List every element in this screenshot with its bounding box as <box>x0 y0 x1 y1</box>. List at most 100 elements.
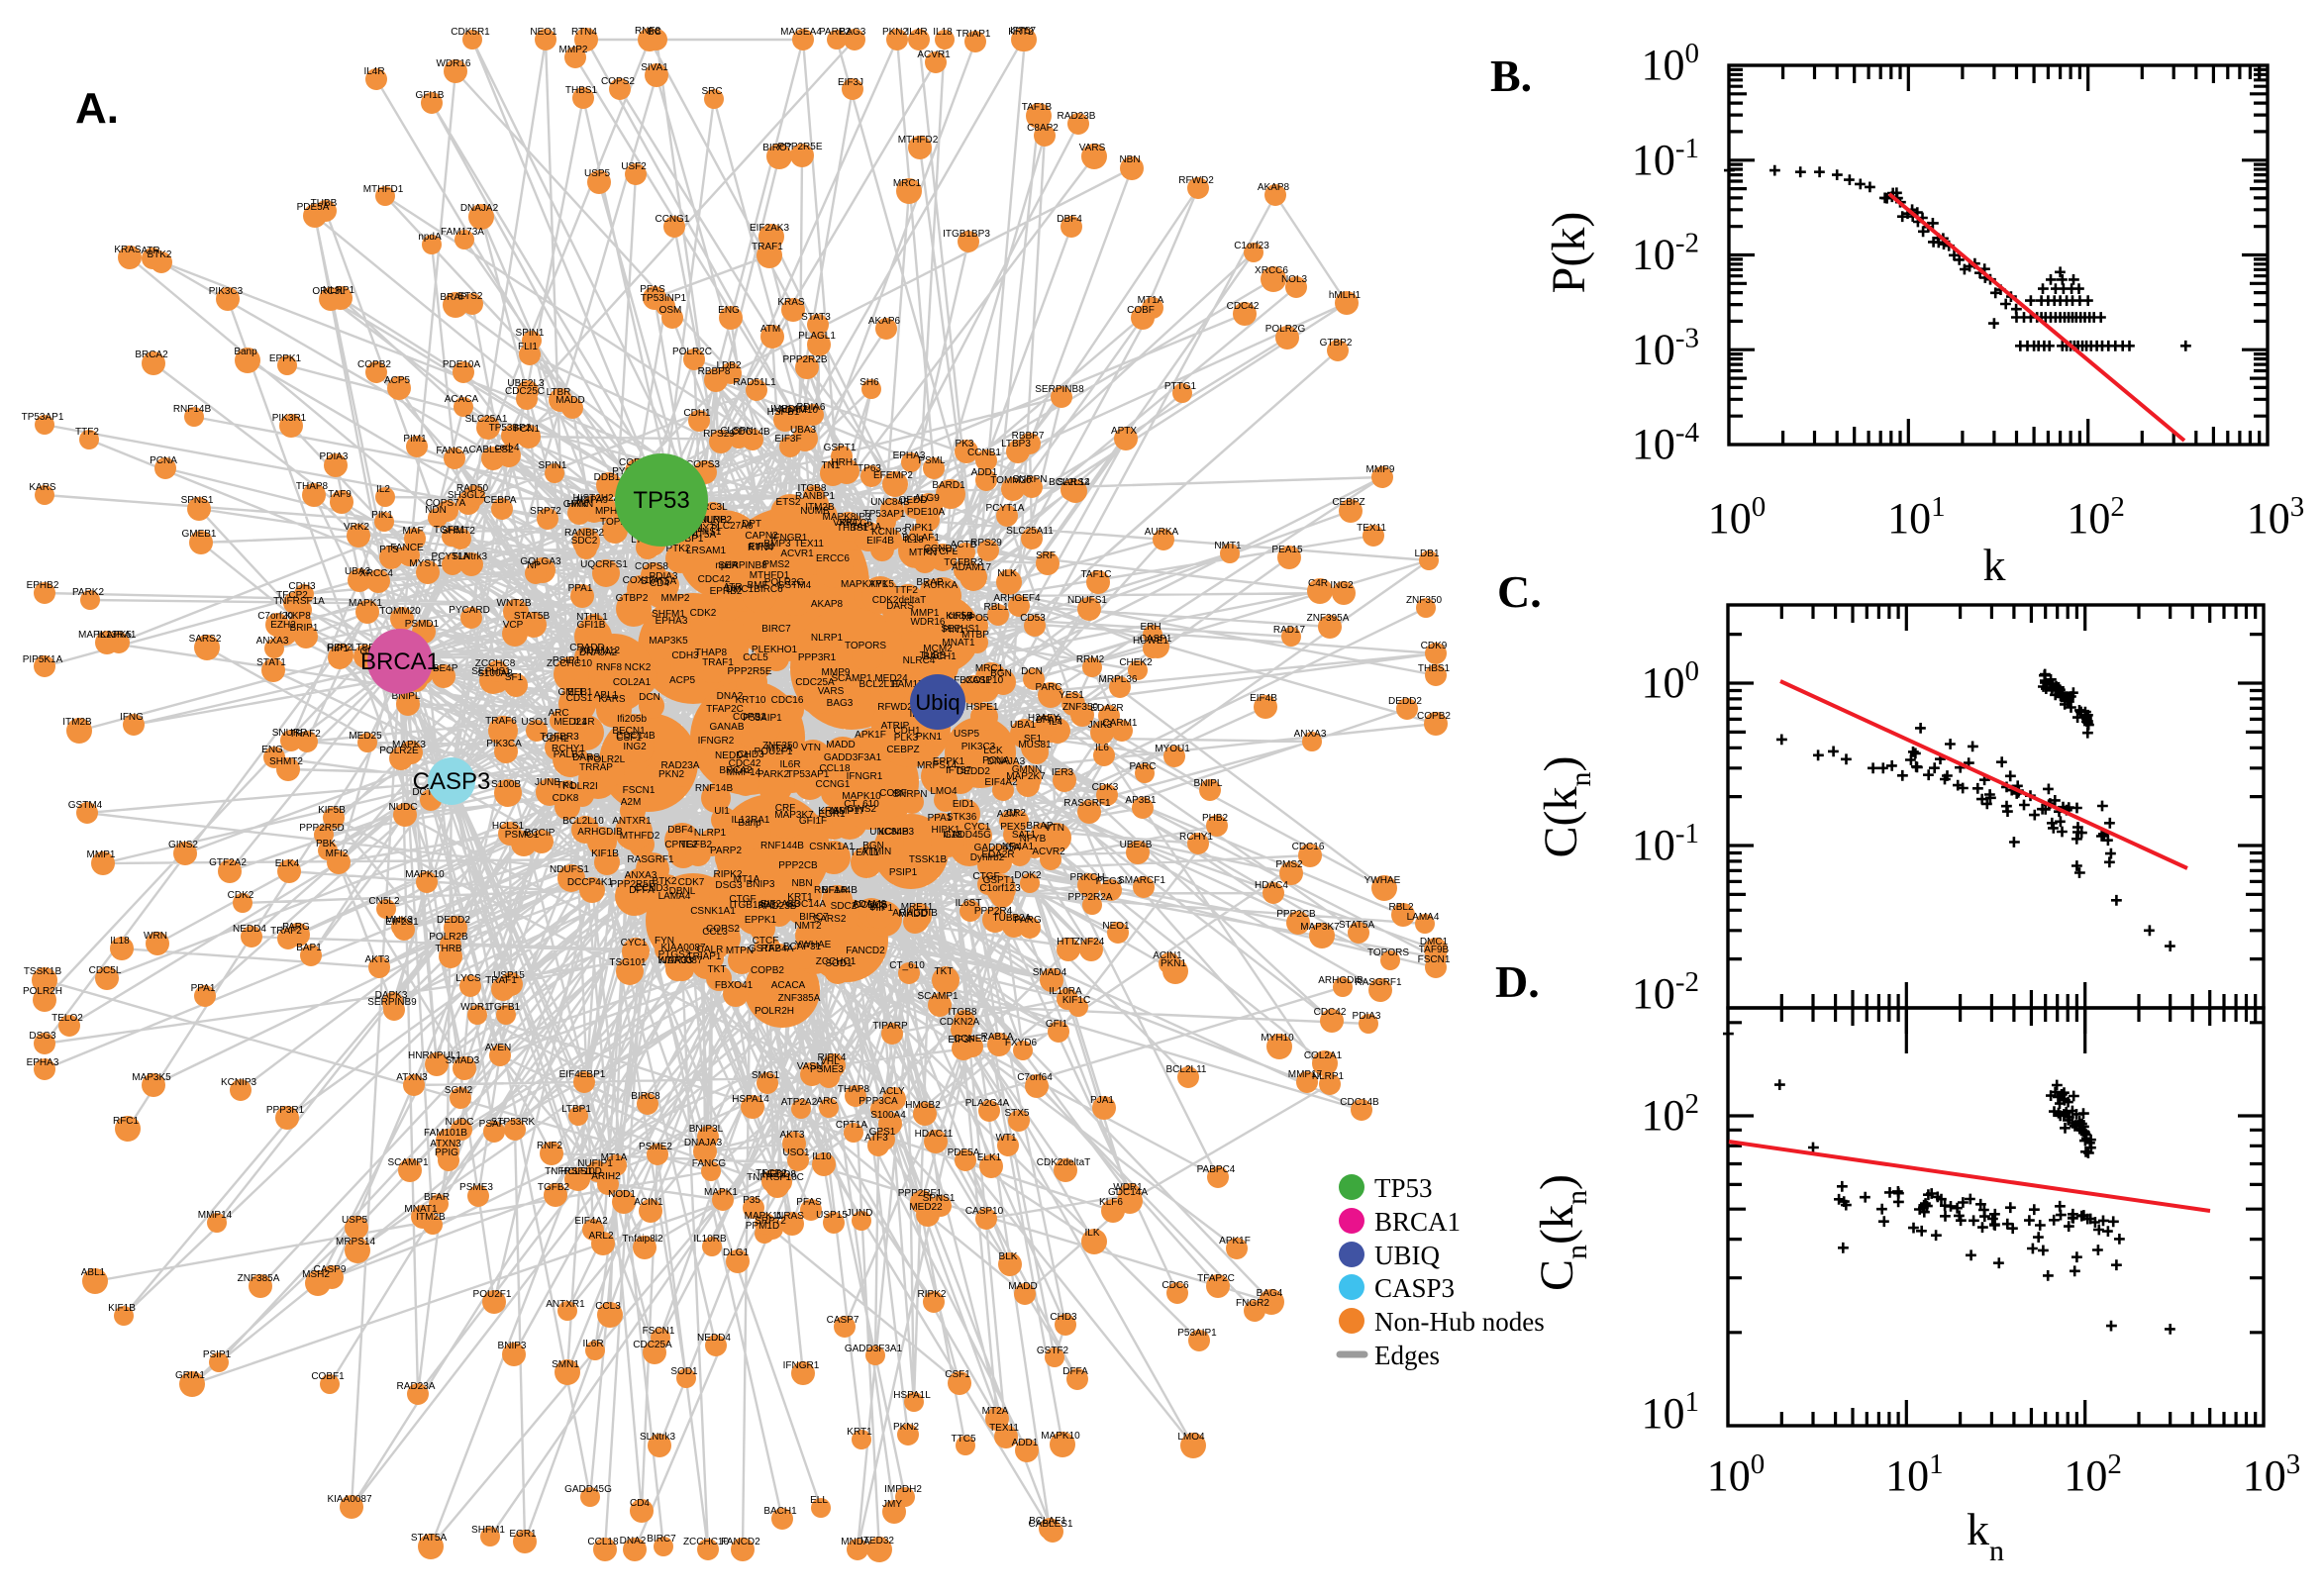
svg-text:HNRNPUL1: HNRNPUL1 <box>408 1050 461 1061</box>
svg-text:KIF5B: KIF5B <box>946 611 973 622</box>
svg-text:TEX11: TEX11 <box>989 1423 1019 1434</box>
svg-text:P53AIP1: P53AIP1 <box>743 713 782 724</box>
svg-text:ZNF350: ZNF350 <box>762 741 799 751</box>
svg-text:STAT5A: STAT5A <box>680 530 717 541</box>
svg-text:MT1A: MT1A <box>1138 295 1164 306</box>
svg-text:TN1: TN1 <box>822 460 841 471</box>
svg-text:D.: D. <box>1495 956 1540 1007</box>
svg-text:IL4: IL4 <box>1049 717 1062 728</box>
svg-text:CDC25C: CDC25C <box>505 386 545 397</box>
svg-text:RAD23A: RAD23A <box>661 760 700 771</box>
svg-text:JUND: JUND <box>847 1208 873 1219</box>
svg-text:LMO4: LMO4 <box>930 786 958 797</box>
svg-text:PCYT1A: PCYT1A <box>432 551 470 562</box>
svg-text:CYC1: CYC1 <box>964 822 991 833</box>
svg-text:PSME3: PSME3 <box>459 1182 493 1193</box>
svg-text:PARP2: PARP2 <box>710 846 742 856</box>
svg-text:FAM173A: FAM173A <box>441 227 484 238</box>
svg-text:KCNIP3: KCNIP3 <box>871 527 908 538</box>
svg-text:MMP9: MMP9 <box>1366 464 1395 475</box>
svg-text:GTBP2: GTBP2 <box>1320 338 1353 349</box>
svg-text:PKN1: PKN1 <box>916 732 943 743</box>
svg-text:COBF: COBF <box>879 788 907 799</box>
svg-text:CDK5R1: CDK5R1 <box>451 27 490 38</box>
svg-text:GSPT1: GSPT1 <box>824 443 857 453</box>
svg-text:TUBB: TUBB <box>920 650 947 661</box>
svg-text:ELK1: ELK1 <box>977 1152 1002 1163</box>
svg-text:LDB2: LDB2 <box>716 360 741 371</box>
svg-text:ACACA: ACACA <box>445 394 479 405</box>
svg-text:EIF2S1: EIF2S1 <box>385 917 419 928</box>
svg-text:RASGRF1: RASGRF1 <box>1355 977 1402 988</box>
svg-text:STP53RK: STP53RK <box>491 1117 536 1128</box>
svg-text:C1orf23: C1orf23 <box>1234 241 1269 251</box>
svg-text:OEDD: OEDD <box>899 495 928 506</box>
svg-text:PALB2: PALB2 <box>554 749 584 760</box>
svg-text:PIK1: PIK1 <box>371 510 393 521</box>
svg-text:TGFBR3: TGFBR3 <box>944 557 983 568</box>
svg-text:IL4R: IL4R <box>363 66 384 77</box>
svg-text:SLNtrk3: SLNtrk3 <box>640 1432 676 1443</box>
svg-text:ced-4: ced-4 <box>494 443 519 453</box>
svg-text:PPP2R5D: PPP2R5D <box>299 823 345 834</box>
svg-text:IL18: IL18 <box>904 535 924 546</box>
svg-text:DNAJA3: DNAJA3 <box>684 1138 723 1148</box>
svg-text:SAT1: SAT1 <box>1012 830 1037 841</box>
svg-text:THBS1: THBS1 <box>837 523 869 534</box>
svg-text:RAD23A: RAD23A <box>397 1381 436 1392</box>
svg-text:SOD1: SOD1 <box>825 958 853 969</box>
svg-text:TRAF1: TRAF1 <box>485 975 517 986</box>
svg-text:LTBP3: LTBP3 <box>1001 439 1031 449</box>
svg-text:PKN2: PKN2 <box>658 769 685 780</box>
svg-text:IFNGR1: IFNGR1 <box>771 533 808 544</box>
svg-text:LAMA4: LAMA4 <box>1407 912 1440 923</box>
svg-text:NLRP1: NLRP1 <box>1312 1071 1345 1082</box>
svg-text:RBL1: RBL1 <box>983 602 1008 613</box>
svg-text:PPP2R5E: PPP2R5E <box>727 666 771 677</box>
svg-text:IFNGR2: IFNGR2 <box>698 736 735 747</box>
svg-text:HMGB2: HMGB2 <box>905 1100 941 1111</box>
svg-text:RIPK1: RIPK1 <box>905 523 934 534</box>
svg-text:JUNB: JUNB <box>535 777 560 788</box>
svg-text:KRAS: KRAS <box>818 806 846 817</box>
svg-text:CABLES1: CABLES1 <box>1028 1519 1072 1530</box>
svg-text:STAT5A: STAT5A <box>411 1533 448 1544</box>
svg-text:TGFB1: TGFB1 <box>434 525 466 536</box>
svg-text:EPHA3: EPHA3 <box>893 450 926 461</box>
svg-text:SLNtrk3: SLNtrk3 <box>452 551 488 562</box>
svg-text:ARHGDIB: ARHGDIB <box>1318 975 1364 986</box>
svg-text:SMN1: SMN1 <box>552 1359 579 1370</box>
svg-text:TFCP2: TFCP2 <box>276 590 308 601</box>
svg-text:PSML: PSML <box>918 455 946 466</box>
svg-text:PSIP1: PSIP1 <box>889 867 918 878</box>
svg-text:APK1F: APK1F <box>1219 1236 1251 1247</box>
svg-text:TAF9: TAF9 <box>328 489 352 500</box>
svg-text:ITED32: ITED32 <box>860 1536 894 1546</box>
svg-text:OSM: OSM <box>659 305 682 316</box>
svg-text:DLG1: DLG1 <box>723 1247 750 1258</box>
svg-text:POLR2H: POLR2H <box>755 1006 794 1017</box>
svg-text:PDE5A: PDE5A <box>948 1147 980 1158</box>
svg-text:DAPK3: DAPK3 <box>375 990 408 1001</box>
svg-text:USO1: USO1 <box>782 1147 810 1158</box>
svg-text:A.: A. <box>75 84 119 133</box>
svg-text:BARD1: BARD1 <box>932 480 965 491</box>
svg-text:CARM1: CARM1 <box>1102 718 1137 729</box>
svg-text:BCAP31: BCAP31 <box>783 942 822 952</box>
svg-text:MRPS14: MRPS14 <box>917 760 957 771</box>
svg-text:NDN: NDN <box>425 505 447 516</box>
svg-text:ZNF350: ZNF350 <box>1406 595 1443 606</box>
svg-text:PYCARD: PYCARD <box>449 605 490 616</box>
svg-text:GMNN: GMNN <box>563 499 594 510</box>
svg-text:AURKA: AURKA <box>924 580 959 591</box>
svg-text:POLR2B: POLR2B <box>429 932 468 943</box>
svg-text:COPB2: COPB2 <box>1417 711 1451 722</box>
svg-text:FCN1: FCN1 <box>514 424 541 435</box>
svg-text:PIN1: PIN1 <box>943 625 965 636</box>
svg-text:ENG: ENG <box>261 745 283 755</box>
svg-text:ITM2B: ITM2B <box>416 1212 446 1223</box>
svg-text:EIF2AK3: EIF2AK3 <box>750 223 789 234</box>
svg-text:HSPA1L: HSPA1L <box>893 1390 931 1401</box>
svg-text:COBF1: COBF1 <box>311 1371 345 1382</box>
svg-text:ORC3L: ORC3L <box>694 502 728 513</box>
